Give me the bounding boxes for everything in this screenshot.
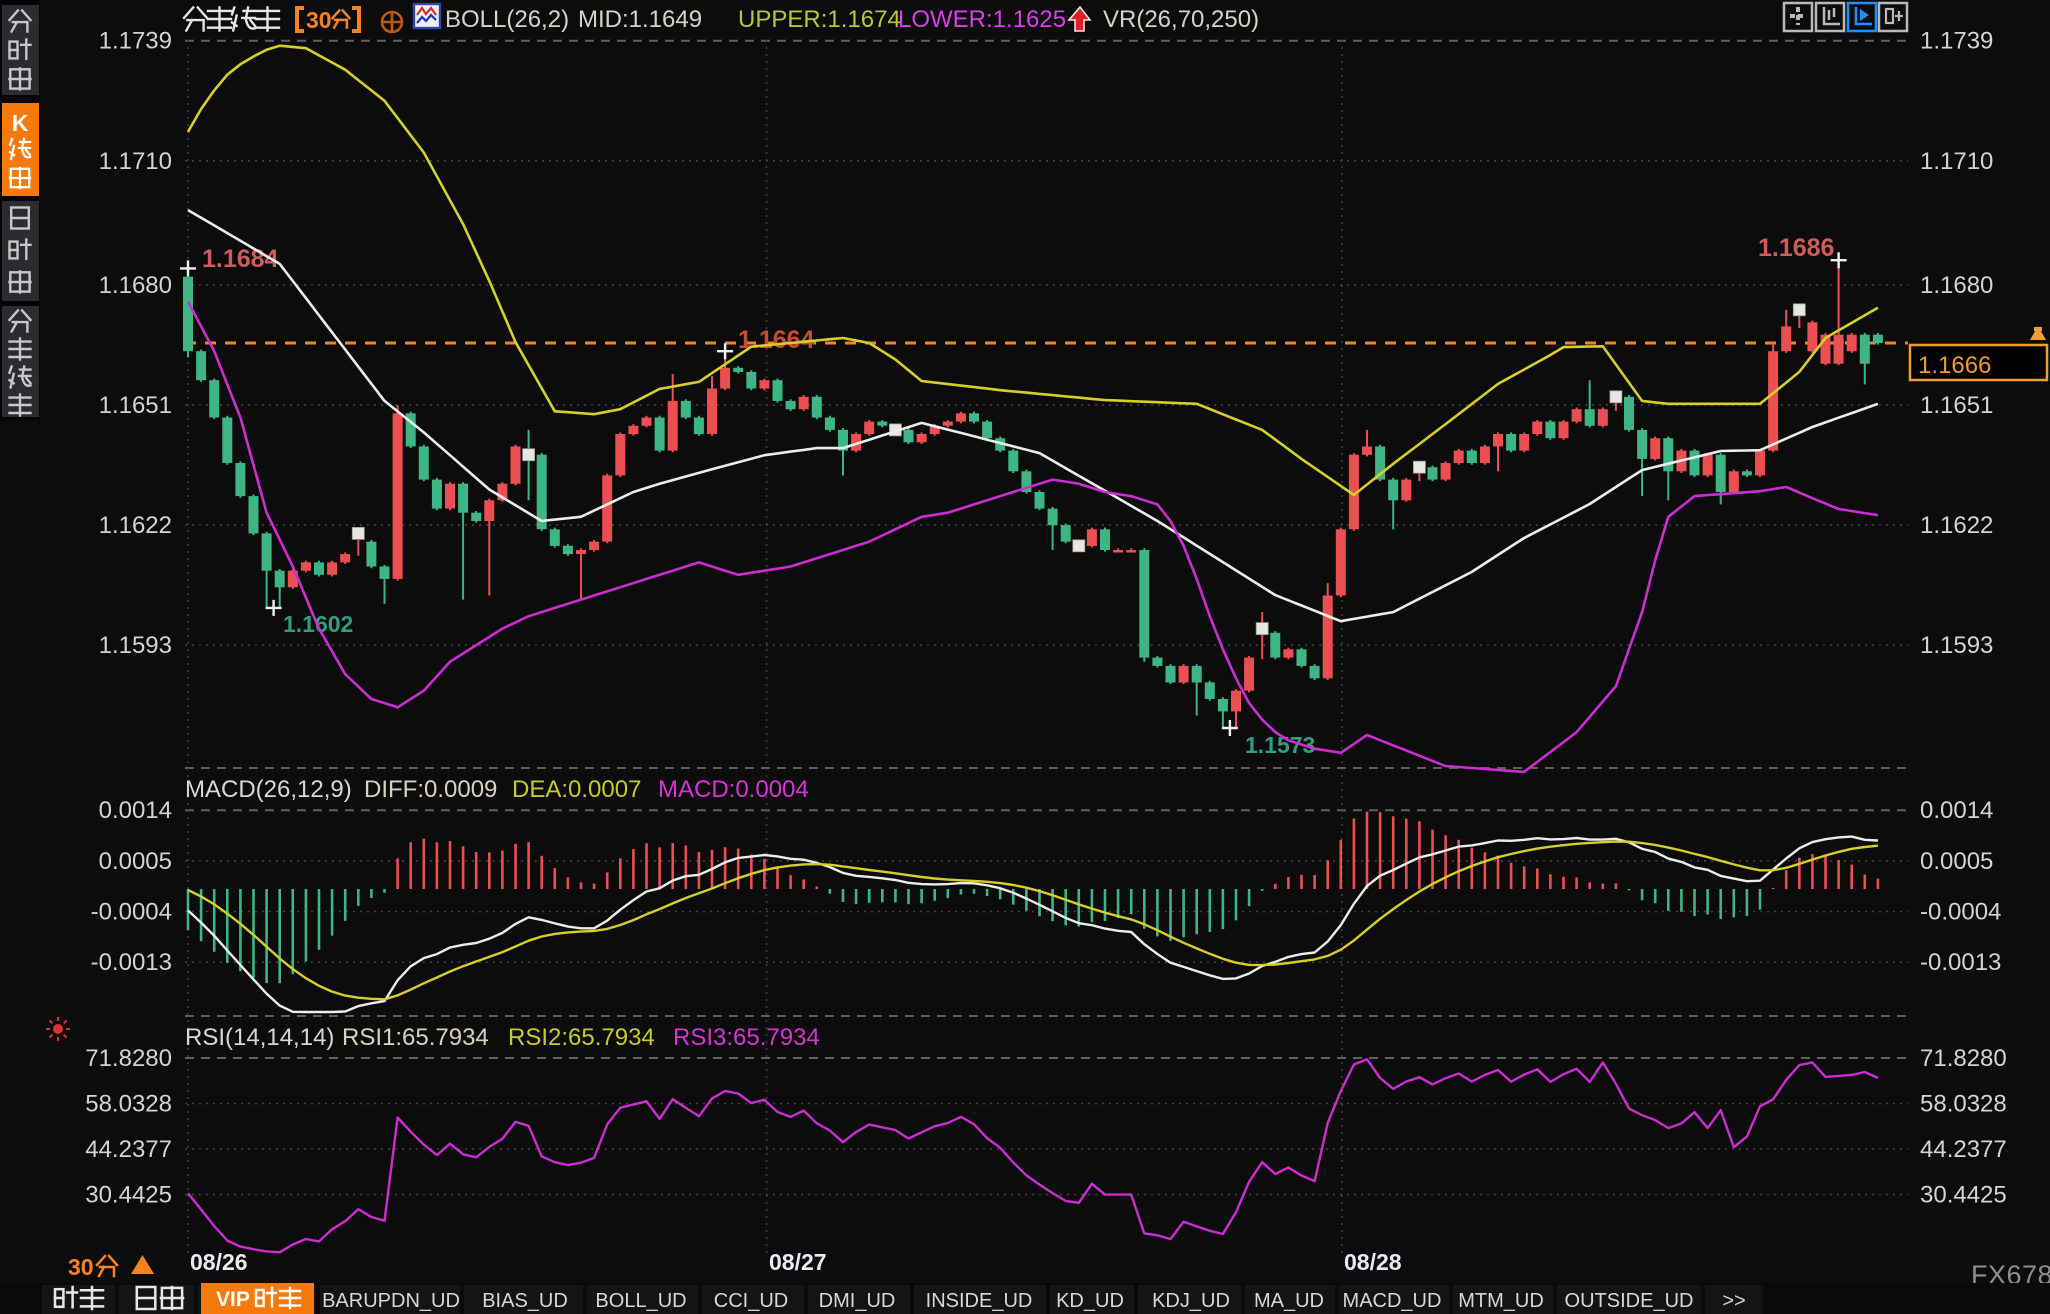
svg-text:KDJ_UD: KDJ_UD bbox=[1152, 1290, 1230, 1312]
svg-text:1.1684: 1.1684 bbox=[202, 245, 279, 273]
svg-text:1.1686: 1.1686 bbox=[1758, 234, 1834, 262]
svg-text:RSI2:65.7934: RSI2:65.7934 bbox=[508, 1024, 655, 1051]
svg-text:1.1593: 1.1593 bbox=[1920, 632, 1993, 659]
svg-text:30.4425: 30.4425 bbox=[85, 1182, 172, 1209]
svg-text:MACD:0.0004: MACD:0.0004 bbox=[658, 776, 809, 803]
svg-text:0.0005: 0.0005 bbox=[1920, 848, 1993, 875]
svg-text:71.8280: 71.8280 bbox=[85, 1045, 172, 1072]
svg-text:30: 30 bbox=[68, 1254, 94, 1280]
svg-text:-0.0013: -0.0013 bbox=[1920, 949, 2001, 976]
svg-text:44.2377: 44.2377 bbox=[1920, 1136, 2007, 1163]
svg-text:1.1664: 1.1664 bbox=[738, 326, 815, 354]
svg-text:RSI3:65.7934: RSI3:65.7934 bbox=[673, 1024, 820, 1051]
svg-text:1.1739: 1.1739 bbox=[99, 28, 172, 55]
svg-text:CCI_UD: CCI_UD bbox=[714, 1290, 788, 1312]
svg-text:BOLL_UD: BOLL_UD bbox=[595, 1290, 686, 1312]
svg-text:0.0005: 0.0005 bbox=[99, 848, 172, 875]
svg-text:OUTSIDE_UD: OUTSIDE_UD bbox=[1565, 1290, 1694, 1312]
svg-text:44.2377: 44.2377 bbox=[85, 1136, 172, 1163]
svg-text:08/26: 08/26 bbox=[190, 1249, 248, 1275]
svg-text:71.8280: 71.8280 bbox=[1920, 1045, 2007, 1072]
svg-text:1.1710: 1.1710 bbox=[99, 148, 172, 175]
svg-text:BARUPDN_UD: BARUPDN_UD bbox=[322, 1290, 460, 1312]
svg-text:MID:1.1649: MID:1.1649 bbox=[578, 6, 702, 33]
svg-text:1.1651: 1.1651 bbox=[99, 392, 172, 419]
svg-text:LOWER:1.1625: LOWER:1.1625 bbox=[898, 6, 1066, 33]
svg-text:30: 30 bbox=[306, 7, 332, 33]
svg-text:MA_UD: MA_UD bbox=[1254, 1290, 1324, 1312]
svg-text:VIP: VIP bbox=[216, 1288, 250, 1311]
svg-text:1.1680: 1.1680 bbox=[1920, 272, 1993, 299]
svg-text:0.0014: 0.0014 bbox=[1920, 797, 1993, 824]
svg-text:DMI_UD: DMI_UD bbox=[819, 1290, 896, 1312]
svg-text:1.1666: 1.1666 bbox=[1918, 352, 1991, 379]
svg-text:1.1680: 1.1680 bbox=[99, 272, 172, 299]
svg-text:1.1739: 1.1739 bbox=[1920, 28, 1993, 55]
svg-text:1.1710: 1.1710 bbox=[1920, 148, 1993, 175]
svg-text:MACD_UD: MACD_UD bbox=[1343, 1290, 1442, 1312]
svg-text:KD_UD: KD_UD bbox=[1056, 1290, 1124, 1312]
svg-text:-0.0013: -0.0013 bbox=[91, 949, 172, 976]
svg-text:30.4425: 30.4425 bbox=[1920, 1182, 2007, 1209]
svg-text:1.1651: 1.1651 bbox=[1920, 392, 1993, 419]
svg-text:1.1593: 1.1593 bbox=[99, 632, 172, 659]
svg-text:DIFF:0.0009: DIFF:0.0009 bbox=[364, 776, 497, 803]
svg-text:BOLL(26,2): BOLL(26,2) bbox=[445, 6, 569, 33]
svg-text:58.0328: 58.0328 bbox=[85, 1091, 172, 1118]
svg-text:1.1622: 1.1622 bbox=[1920, 512, 1993, 539]
svg-text:MACD(26,12,9): MACD(26,12,9) bbox=[185, 776, 352, 803]
svg-text:VR(26,70,250): VR(26,70,250) bbox=[1103, 6, 1259, 33]
svg-text:INSIDE_UD: INSIDE_UD bbox=[926, 1290, 1033, 1312]
svg-text:1.1622: 1.1622 bbox=[99, 512, 172, 539]
svg-text:RSI1:65.7934: RSI1:65.7934 bbox=[342, 1024, 489, 1051]
svg-text:UPPER:1.1674: UPPER:1.1674 bbox=[738, 6, 901, 33]
svg-text:MTM_UD: MTM_UD bbox=[1458, 1290, 1544, 1312]
svg-text:0.0014: 0.0014 bbox=[99, 797, 172, 824]
svg-text:RSI(14,14,14): RSI(14,14,14) bbox=[185, 1024, 334, 1051]
svg-text:BIAS_UD: BIAS_UD bbox=[482, 1290, 568, 1312]
svg-text:DEA:0.0007: DEA:0.0007 bbox=[512, 776, 641, 803]
svg-text:>>: >> bbox=[1722, 1290, 1745, 1312]
svg-text:-0.0004: -0.0004 bbox=[1920, 899, 2001, 926]
svg-text:58.0328: 58.0328 bbox=[1920, 1091, 2007, 1118]
svg-text:K: K bbox=[12, 110, 29, 136]
svg-text:08/27: 08/27 bbox=[769, 1249, 827, 1275]
svg-text:08/28: 08/28 bbox=[1344, 1249, 1402, 1275]
svg-text:-0.0004: -0.0004 bbox=[91, 899, 172, 926]
